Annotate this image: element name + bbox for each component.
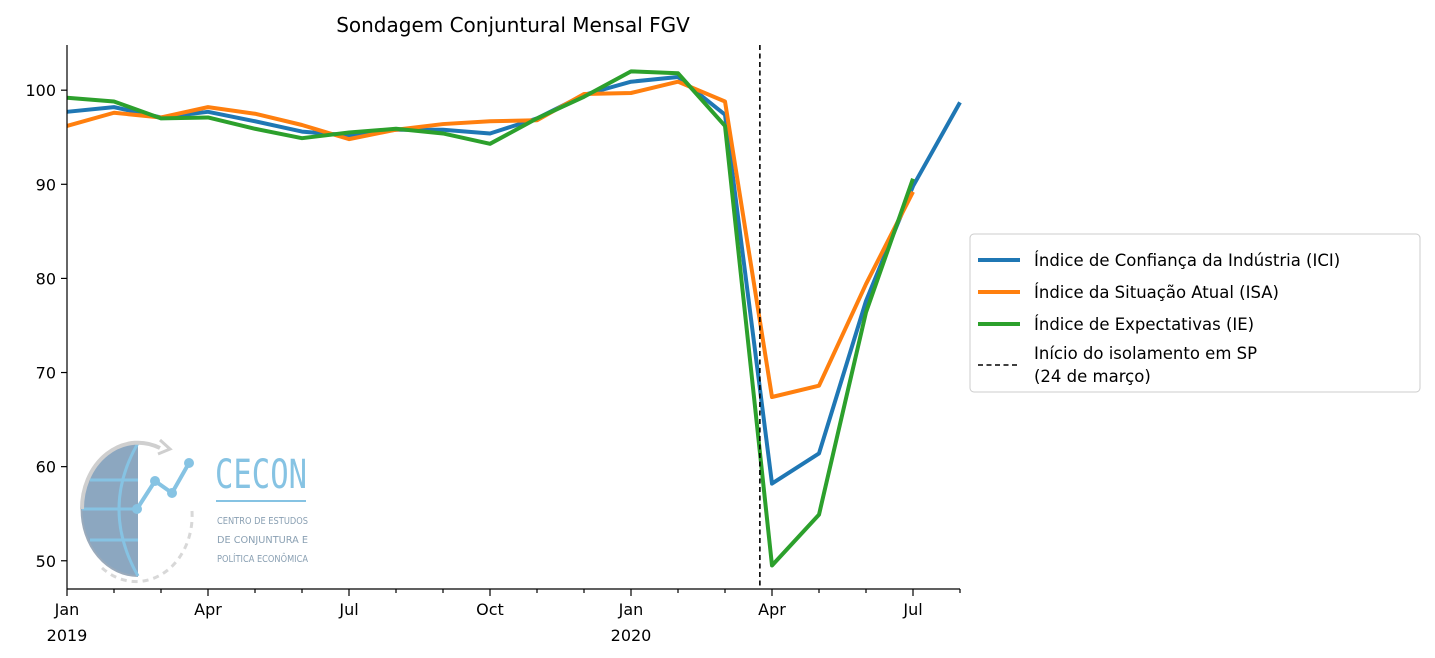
x-ticks: Jan 2019 Apr Jul Oct Jan 2020 Apr Jul	[47, 589, 961, 645]
x-tick-label: Oct	[476, 600, 504, 619]
x-tick-label: Jul	[902, 600, 922, 619]
legend-label-ie: Índice de Expectativas (IE)	[1034, 315, 1254, 334]
cecon-logo: CECON CENTRO DE ESTUDOS DE CONJUNTURA E …	[79, 438, 308, 584]
logo-line-1: CENTRO DE ESTUDOS	[217, 516, 308, 527]
logo-title: CECON	[215, 452, 307, 498]
y-tick-label: 90	[36, 175, 56, 194]
x-tick-label: 2019	[47, 626, 88, 645]
series-line-0	[66, 75, 962, 486]
x-tick-label: Apr	[758, 600, 786, 619]
x-tick-label: Jan	[618, 600, 644, 619]
plot-area: CECON CENTRO DE ESTUDOS DE CONJUNTURA E …	[66, 45, 962, 589]
legend-box	[969, 233, 1421, 393]
logo-line-3: POLÍTICA ECONÔMICA	[217, 552, 308, 565]
series-layer	[66, 69, 962, 568]
chart-title: Sondagem Conjuntural Mensal FGV	[336, 13, 690, 37]
y-tick-label: 60	[36, 458, 56, 477]
x-tick-label: Jan	[54, 600, 80, 619]
logo-line-2: DE CONJUNTURA E	[217, 535, 308, 546]
axes: 50 60 70 80 90 100 Jan 2019 Apr Jul Oct Jan 2020 Apr…	[25, 45, 961, 645]
legend-label-isolation-2: (24 de março)	[1034, 367, 1151, 386]
y-tick-label: 80	[36, 269, 56, 288]
series-line-1	[66, 79, 915, 399]
y-ticks: 50 60 70 80 90 100	[25, 81, 67, 571]
globe-icon	[79, 438, 194, 584]
y-tick-label: 50	[36, 552, 56, 571]
x-tick-label: 2020	[611, 626, 652, 645]
legend: Índice de Confiança da Indústria (ICI) Í…	[969, 233, 1421, 393]
y-tick-label: 70	[36, 364, 56, 383]
y-tick-label: 100	[25, 81, 56, 100]
legend-label-isa: Índice da Situação Atual (ISA)	[1034, 283, 1279, 302]
x-tick-label: Jul	[338, 600, 358, 619]
x-tick-label: Apr	[194, 600, 222, 619]
trend-icon	[132, 458, 194, 514]
series-line-2	[66, 69, 915, 568]
legend-label-isolation-1: Início do isolamento em SP	[1034, 344, 1257, 363]
legend-label-ici: Índice de Confiança da Indústria (ICI)	[1034, 251, 1340, 270]
